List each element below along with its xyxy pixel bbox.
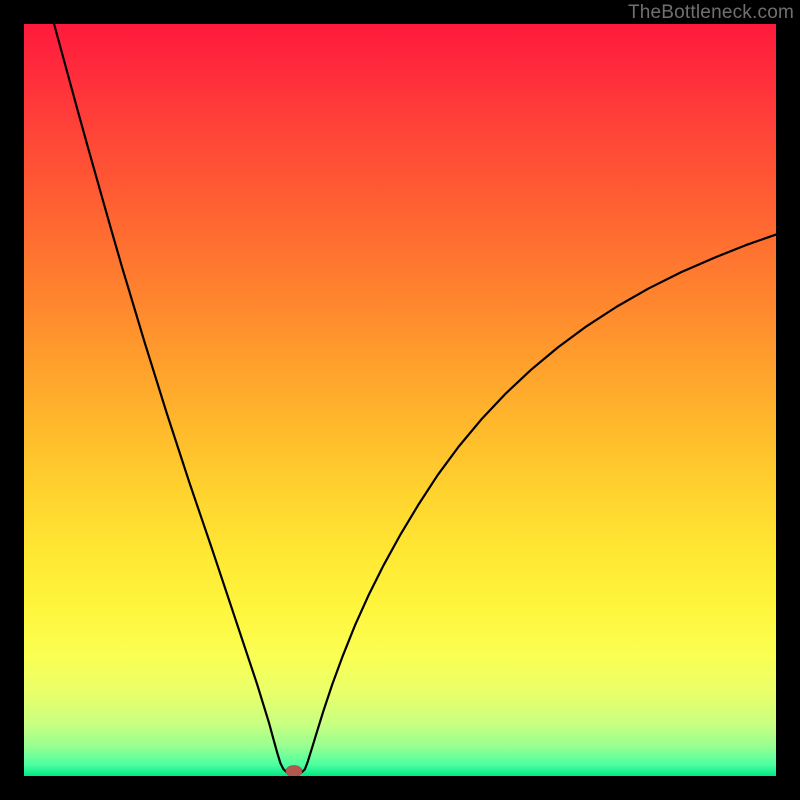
bottleneck-chart xyxy=(24,24,776,776)
chart-container: TheBottleneck.com xyxy=(0,0,800,800)
watermark-text: TheBottleneck.com xyxy=(628,2,794,24)
optimum-marker xyxy=(286,765,303,776)
gradient-background xyxy=(24,24,776,776)
